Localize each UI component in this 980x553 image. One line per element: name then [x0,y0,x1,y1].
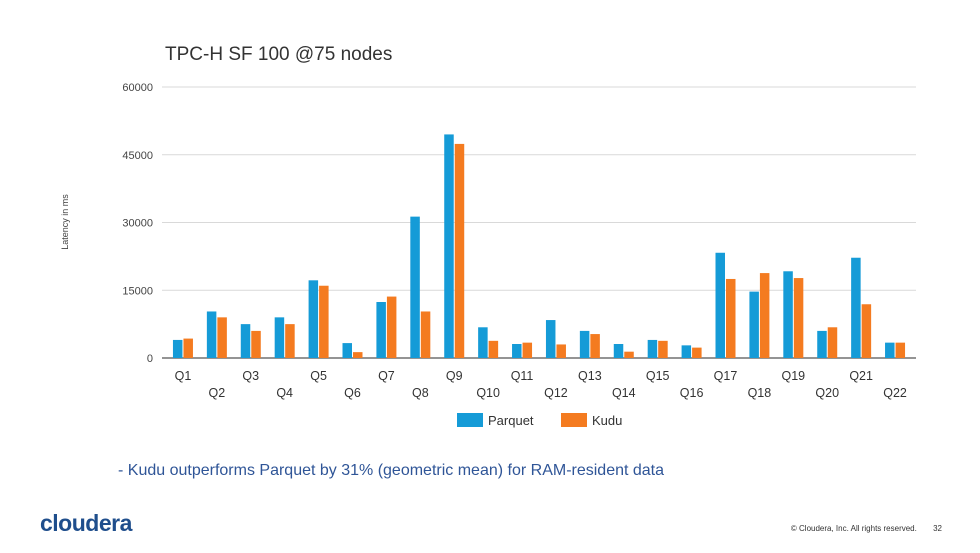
bar-kudu-q1 [183,338,193,358]
y-axis-label: Latency in ms [60,194,70,250]
bar-parquet-q16 [681,345,692,358]
x-tick-label: Q8 [412,386,429,400]
bar-parquet-q6 [342,343,352,358]
bar-kudu-q5 [319,285,329,358]
bar-kudu-q19 [793,278,804,358]
y-tick-label: 45000 [122,150,153,162]
bar-parquet-q2 [206,311,217,358]
bar-kudu-q13 [590,334,600,358]
x-tick-label: Q7 [378,369,395,383]
bar-parquet-q19 [783,271,793,358]
cloudera-logo: cloudera [40,510,132,536]
chart-title: TPC-H SF 100 @75 nodes [165,44,392,65]
x-tick-label: Q21 [849,369,873,383]
x-tick-label: Q22 [883,386,907,400]
x-tick-label: Q1 [175,369,192,383]
bar-kudu-q10 [488,340,499,358]
x-tick-label: Q9 [446,369,463,383]
x-tick-label: Q6 [344,386,361,400]
bar-kudu-q21 [861,304,872,358]
bar-kudu-q8 [420,311,431,358]
bar-parquet-q18 [749,291,759,358]
bar-kudu-q18 [759,273,770,358]
y-tick-label: 15000 [122,285,153,297]
bar-parquet-q17 [715,252,725,358]
x-tick-label: Q13 [578,369,602,383]
bar-parquet-q7 [376,301,386,358]
bar-kudu-q22 [895,342,906,358]
x-tick-label: Q2 [209,386,226,400]
bar-kudu-q16 [692,347,702,358]
bar-kudu-q3 [251,330,261,358]
bar-kudu-q15 [658,340,668,358]
x-tick-label: Q3 [242,369,259,383]
bar-kudu-q4 [285,324,295,358]
x-tick-label: Q17 [714,369,738,383]
bar-parquet-q10 [478,327,488,358]
y-tick-label: 0 [147,353,153,365]
x-tick-label: Q20 [815,386,839,400]
x-tick-label: Q18 [748,386,772,400]
bar-parquet-q20 [817,330,827,358]
bar-parquet-q9 [444,134,454,358]
bar-parquet-q5 [308,280,319,358]
legend-label-parquet: Parquet [488,413,534,428]
bar-kudu-q6 [353,352,363,358]
bar-parquet-q3 [240,324,251,358]
footer: © Cloudera, Inc. All rights reserved. 32 [791,524,942,533]
x-tick-label: Q14 [612,386,636,400]
bar-kudu-q17 [726,278,736,358]
x-tick-label: Q11 [511,369,534,383]
bar-kudu-q2 [217,317,227,358]
legend-label-kudu: Kudu [592,413,622,428]
bar-kudu-q14 [624,351,634,358]
bar-parquet-q22 [885,342,895,358]
bar-parquet-q15 [647,339,658,358]
bar-parquet-q12 [545,320,556,358]
x-tick-label: Q19 [781,369,805,383]
legend-swatch-parquet [457,413,483,427]
y-tick-label: 30000 [122,218,153,230]
x-tick-label: Q12 [544,386,568,400]
bar-kudu-q11 [522,342,533,358]
y-tick-label: 60000 [122,82,153,94]
caption-text: - Kudu outperforms Parquet by 31% (geome… [118,462,665,479]
bar-kudu-q7 [386,296,397,358]
bar-parquet-q14 [613,343,624,358]
bar-kudu-q20 [827,327,838,358]
bar-parquet-q13 [579,330,590,358]
bar-parquet-q11 [512,343,522,358]
legend-swatch-kudu [561,413,587,427]
bar-parquet-q4 [274,317,285,358]
x-tick-labels: Q1 Q2 Q3 Q4 Q5 Q6 Q7 Q8 Q9 Q10 Q11 Q12 Q13 Q14 Q15 Q16 Q… [175,369,907,400]
page-number: 32 [933,524,942,533]
x-tick-label: Q15 [646,369,670,383]
x-tick-label: Q16 [680,386,704,400]
bars [172,134,906,358]
bar-parquet-q21 [851,257,861,358]
copyright-text: © Cloudera, Inc. All rights reserved. [790,524,917,533]
y-tick-labels: 0 15000 30000 45000 60000 [122,82,153,365]
x-tick-label: Q4 [276,386,293,400]
x-tick-label: Q10 [476,386,500,400]
legend: Parquet Kudu [457,413,622,428]
bar-kudu-q12 [556,344,566,358]
bar-kudu-q9 [454,143,465,358]
bar-parquet-q1 [172,339,183,358]
x-tick-label: Q5 [310,369,327,383]
bar-parquet-q8 [410,216,420,358]
